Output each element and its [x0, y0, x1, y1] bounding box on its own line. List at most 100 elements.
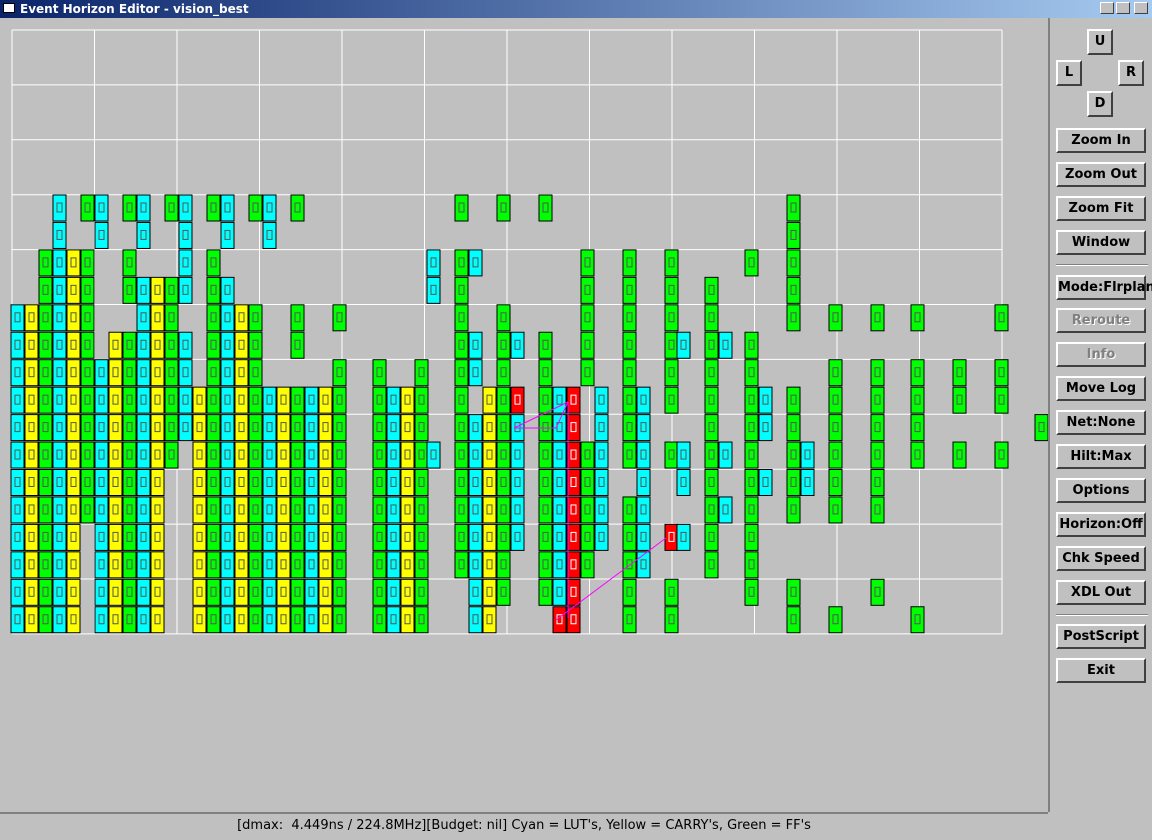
cell-glyph	[126, 477, 133, 487]
cell-glyph	[70, 449, 77, 460]
cell	[122, 606, 137, 634]
cell-glyph	[486, 614, 493, 625]
cell	[206, 496, 221, 524]
cell	[332, 551, 347, 579]
cell-glyph	[294, 449, 301, 460]
cell-glyph	[472, 422, 479, 433]
cell	[276, 523, 291, 551]
cell-glyph	[168, 422, 175, 433]
cell-glyph	[238, 559, 245, 570]
panel-button[interactable]: Mode:Flrplan	[1056, 275, 1152, 300]
direction-button[interactable]: R	[1118, 60, 1144, 86]
cell-glyph	[500, 312, 507, 323]
cell	[136, 276, 151, 304]
cell	[744, 578, 759, 606]
cell	[66, 606, 81, 634]
cell-glyph	[168, 312, 175, 323]
panel-button[interactable]: PostScript	[1056, 624, 1146, 649]
cell-glyph	[308, 504, 315, 515]
cell	[206, 551, 221, 579]
cell	[622, 606, 637, 634]
cell-glyph	[140, 586, 147, 597]
cell-glyph	[626, 394, 633, 405]
cell	[496, 414, 511, 442]
direction-button[interactable]: U	[1087, 29, 1113, 55]
close-button[interactable]	[1134, 2, 1148, 14]
cell-glyph	[14, 312, 21, 323]
minimize-button[interactable]	[1100, 2, 1114, 14]
cell	[622, 304, 637, 332]
cell	[496, 386, 511, 414]
cell-glyph	[570, 559, 577, 570]
panel-button[interactable]: Options	[1056, 478, 1146, 503]
cell-glyph	[112, 614, 119, 625]
cell	[178, 331, 193, 359]
cell	[80, 331, 95, 359]
cell	[24, 414, 39, 442]
cell-glyph	[252, 504, 259, 515]
cell	[828, 606, 843, 634]
cell-glyph	[266, 586, 273, 597]
cell	[386, 578, 401, 606]
restore-button[interactable]	[1116, 2, 1130, 14]
cell-glyph	[28, 477, 35, 487]
cell	[262, 469, 277, 496]
cell-glyph	[584, 504, 591, 515]
panel-button[interactable]: Chk Speed	[1056, 546, 1146, 571]
cell-glyph	[210, 586, 217, 597]
panel-button[interactable]: Hilt:Max	[1056, 444, 1146, 469]
direction-button[interactable]: L	[1056, 60, 1082, 86]
cell-glyph	[418, 394, 425, 405]
cell	[664, 331, 679, 359]
panel-button[interactable]: Net:None	[1056, 410, 1146, 435]
cell-glyph	[584, 367, 591, 378]
cell-glyph	[570, 422, 577, 433]
cell	[248, 469, 263, 496]
cell	[414, 386, 429, 414]
panel-button[interactable]: Zoom Fit	[1056, 196, 1146, 221]
cell	[52, 359, 67, 387]
cell-glyph	[266, 229, 273, 240]
cell-glyph	[680, 477, 687, 487]
panel-button[interactable]: Zoom In	[1056, 128, 1146, 153]
cell-glyph	[640, 394, 647, 405]
cell	[566, 578, 581, 606]
cell-glyph	[458, 531, 465, 542]
cell	[108, 523, 123, 551]
panel-button[interactable]: Zoom Out	[1056, 162, 1146, 187]
cell	[332, 496, 347, 524]
cell-glyph	[376, 504, 383, 515]
cell-glyph	[42, 312, 49, 323]
cell	[304, 414, 319, 442]
cell	[52, 331, 67, 359]
cell	[318, 414, 333, 442]
cell-glyph	[112, 586, 119, 597]
cell	[66, 469, 81, 496]
cell	[178, 414, 193, 442]
cell	[704, 331, 719, 359]
panel-button[interactable]: Window	[1056, 230, 1146, 255]
cell-glyph	[514, 531, 521, 542]
cell	[318, 386, 333, 414]
cell-glyph	[308, 422, 315, 433]
cell	[178, 359, 193, 387]
panel-button[interactable]: Horizon:Off	[1056, 512, 1146, 537]
cell-glyph	[404, 449, 411, 460]
cell-glyph	[84, 504, 91, 515]
cell-glyph	[598, 449, 605, 460]
panel-button[interactable]: XDL Out	[1056, 580, 1146, 605]
panel-button[interactable]: Exit	[1056, 658, 1146, 683]
cell-glyph	[224, 339, 231, 350]
cell	[468, 331, 483, 359]
cell	[468, 496, 483, 524]
cell	[178, 221, 193, 249]
cell-glyph	[584, 312, 591, 323]
panel-button[interactable]: Move Log	[1056, 376, 1146, 401]
cell-glyph	[252, 559, 259, 570]
cell-glyph	[14, 614, 21, 625]
cell	[594, 496, 609, 524]
direction-button[interactable]: D	[1087, 91, 1113, 117]
cell-glyph	[708, 284, 715, 295]
cell	[386, 496, 401, 524]
cell-glyph	[584, 284, 591, 295]
